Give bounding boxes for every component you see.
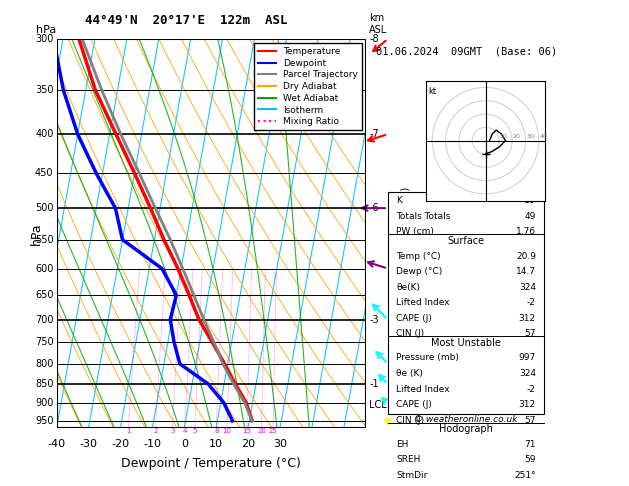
Text: 10: 10 — [525, 196, 536, 206]
Text: 350: 350 — [35, 85, 53, 95]
Text: kt: kt — [428, 87, 436, 96]
Text: 500: 500 — [35, 203, 53, 213]
Text: Pressure (mb): Pressure (mb) — [396, 353, 459, 363]
Text: 600: 600 — [35, 263, 53, 274]
Text: θe(K): θe(K) — [396, 283, 420, 292]
Text: 997: 997 — [519, 353, 536, 363]
Text: 700: 700 — [35, 314, 53, 325]
Text: K: K — [396, 196, 403, 206]
Text: hPa: hPa — [30, 222, 43, 244]
Text: 20.9: 20.9 — [516, 252, 536, 260]
Text: 10: 10 — [223, 428, 231, 434]
Text: Dewpoint / Temperature (°C): Dewpoint / Temperature (°C) — [121, 457, 301, 470]
Text: 20: 20 — [257, 428, 266, 434]
Text: 49: 49 — [525, 212, 536, 221]
Text: -20: -20 — [111, 439, 130, 450]
Text: Temp (°C): Temp (°C) — [396, 252, 441, 260]
Text: 400: 400 — [35, 129, 53, 139]
Text: -40: -40 — [48, 439, 65, 450]
Text: 1: 1 — [126, 428, 131, 434]
Text: 300: 300 — [35, 34, 53, 44]
Text: 8: 8 — [214, 428, 219, 434]
Text: 57: 57 — [525, 416, 536, 425]
Legend: Temperature, Dewpoint, Parcel Trajectory, Dry Adiabat, Wet Adiabat, Isotherm, Mi: Temperature, Dewpoint, Parcel Trajectory… — [254, 43, 362, 130]
Text: -30: -30 — [79, 439, 97, 450]
Text: 900: 900 — [35, 398, 53, 408]
Text: 950: 950 — [35, 416, 53, 426]
Text: -2: -2 — [527, 298, 536, 307]
Text: 5: 5 — [192, 428, 197, 434]
Text: 10: 10 — [209, 439, 223, 450]
Text: Hodograph: Hodograph — [439, 424, 493, 434]
Text: 30: 30 — [526, 134, 534, 139]
Text: Totals Totals: Totals Totals — [396, 212, 451, 221]
FancyBboxPatch shape — [388, 192, 544, 414]
Text: -1: -1 — [369, 379, 379, 389]
Text: 40: 40 — [540, 134, 547, 139]
Text: SREH: SREH — [396, 455, 421, 464]
Text: 20: 20 — [241, 439, 255, 450]
Text: EH: EH — [396, 440, 409, 449]
Text: CAPE (J): CAPE (J) — [396, 400, 432, 409]
Text: 750: 750 — [35, 337, 53, 347]
Text: 01.06.2024  09GMT  (Base: 06): 01.06.2024 09GMT (Base: 06) — [376, 47, 557, 57]
Text: 3: 3 — [170, 428, 175, 434]
Text: 10: 10 — [499, 134, 507, 139]
Text: θe (K): θe (K) — [396, 369, 423, 378]
Text: 312: 312 — [519, 314, 536, 323]
Text: 57: 57 — [525, 330, 536, 338]
Text: -3: -3 — [369, 314, 379, 325]
Text: 14.7: 14.7 — [516, 267, 536, 276]
Text: Lifted Index: Lifted Index — [396, 384, 450, 394]
Text: Lifted Index: Lifted Index — [396, 298, 450, 307]
Text: km
ASL: km ASL — [369, 14, 387, 35]
Text: Mixing Ratio (g/kg): Mixing Ratio (g/kg) — [401, 187, 411, 279]
Text: 2: 2 — [153, 428, 158, 434]
Text: 0: 0 — [181, 439, 188, 450]
Text: 850: 850 — [35, 379, 53, 389]
Bar — [57, 39, 366, 428]
Text: 59: 59 — [525, 455, 536, 464]
Text: 450: 450 — [35, 168, 53, 178]
Text: 44°49'N  20°17'E  122m  ASL: 44°49'N 20°17'E 122m ASL — [86, 14, 288, 27]
Text: 4: 4 — [182, 428, 187, 434]
Text: 800: 800 — [35, 359, 53, 369]
Text: 550: 550 — [35, 235, 53, 244]
Text: 15: 15 — [243, 428, 252, 434]
Text: CIN (J): CIN (J) — [396, 330, 425, 338]
Text: 251°: 251° — [515, 471, 536, 480]
Text: -2: -2 — [527, 384, 536, 394]
Text: 25: 25 — [269, 428, 277, 434]
Text: 312: 312 — [519, 400, 536, 409]
Text: CAPE (J): CAPE (J) — [396, 314, 432, 323]
Text: 1.76: 1.76 — [516, 227, 536, 237]
Text: LCL: LCL — [369, 399, 387, 410]
Text: © weatheronline.co.uk: © weatheronline.co.uk — [415, 415, 518, 424]
Text: -10: -10 — [143, 439, 162, 450]
Text: PW (cm): PW (cm) — [396, 227, 434, 237]
Text: Dewp (°C): Dewp (°C) — [396, 267, 443, 276]
Text: -8: -8 — [369, 34, 379, 44]
Text: Surface: Surface — [448, 236, 485, 246]
Text: Most Unstable: Most Unstable — [431, 338, 501, 348]
Text: StmDir: StmDir — [396, 471, 428, 480]
Text: CIN (J): CIN (J) — [396, 416, 425, 425]
Text: hPa: hPa — [36, 25, 57, 35]
Text: 324: 324 — [519, 283, 536, 292]
Text: 30: 30 — [273, 439, 287, 450]
Text: -7: -7 — [369, 129, 379, 139]
Text: 71: 71 — [525, 440, 536, 449]
Text: -6: -6 — [369, 203, 379, 213]
Text: 20: 20 — [513, 134, 521, 139]
Text: 650: 650 — [35, 290, 53, 300]
Text: 324: 324 — [519, 369, 536, 378]
